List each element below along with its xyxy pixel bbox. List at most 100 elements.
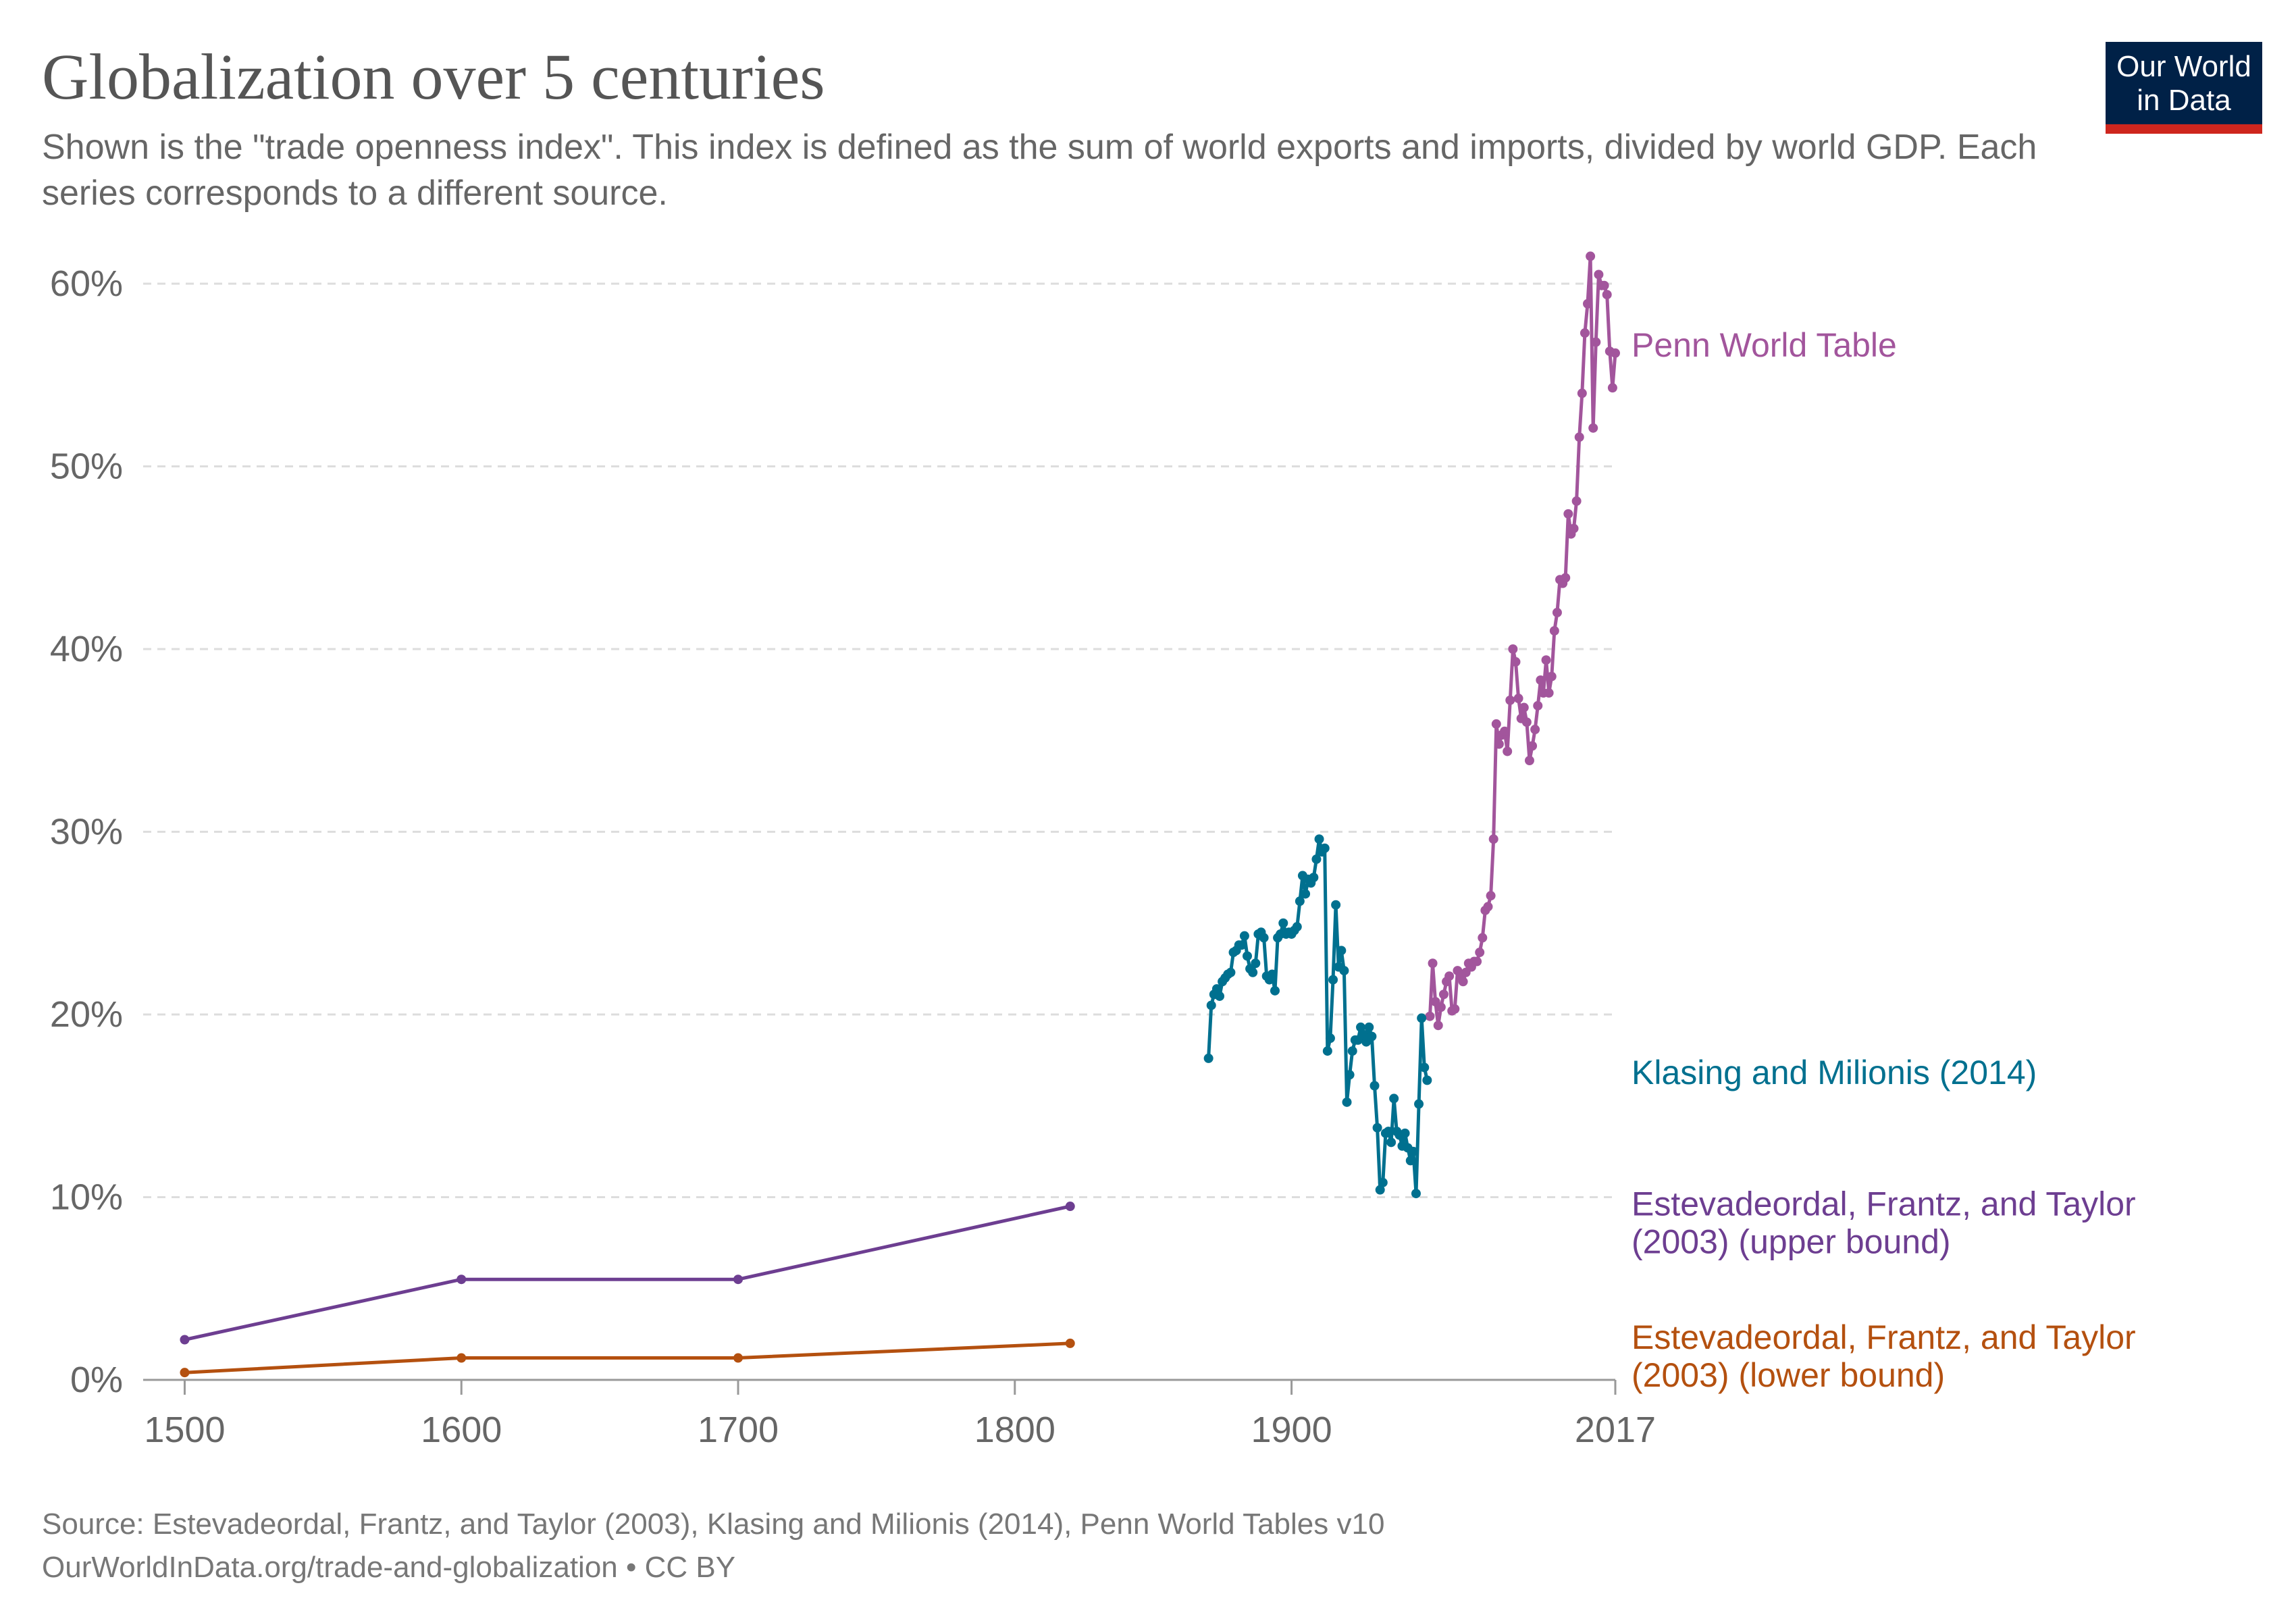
data-point <box>1345 1070 1355 1080</box>
data-point <box>1215 991 1225 1001</box>
logo-accent-bar <box>2106 124 2262 134</box>
data-point <box>1378 1177 1388 1187</box>
data-point <box>1533 700 1543 711</box>
data-point <box>1356 1022 1366 1032</box>
data-point <box>180 1368 190 1378</box>
data-point <box>1500 726 1510 736</box>
x-tick-label: 1500 <box>144 1410 225 1450</box>
data-point <box>1301 889 1311 899</box>
series-label-line: Penn World Table <box>1632 326 1897 364</box>
data-point <box>1336 946 1347 956</box>
data-point <box>1561 573 1571 583</box>
data-point <box>1544 688 1554 698</box>
data-point <box>1588 423 1598 433</box>
y-tick-label: 20% <box>50 994 123 1035</box>
data-point <box>1414 1099 1424 1109</box>
data-point <box>1267 969 1277 979</box>
data-point <box>1400 1128 1410 1138</box>
chart-title: Globalization over 5 centuries <box>42 41 825 113</box>
series-label-line: Klasing and Milionis (2014) <box>1632 1054 2037 1091</box>
y-tick-label: 0% <box>70 1360 123 1400</box>
data-point <box>1574 432 1584 442</box>
data-point <box>1521 717 1532 727</box>
x-tick-label: 1800 <box>974 1410 1055 1450</box>
data-point <box>1408 1146 1418 1156</box>
data-point <box>1428 958 1438 969</box>
logo-text-line1: Our World <box>2116 50 2251 83</box>
series-label-line: (2003) (upper bound) <box>1632 1223 1951 1261</box>
data-point <box>1206 1000 1216 1010</box>
data-point <box>1311 854 1322 865</box>
data-point <box>1251 958 1261 969</box>
data-point <box>1375 1185 1385 1195</box>
data-point <box>1528 741 1538 751</box>
series-label: Estevadeordal, Frantz, and Taylor (2003) … <box>1632 1185 2136 1261</box>
data-point <box>1243 951 1252 961</box>
data-point <box>1226 967 1236 977</box>
data-point <box>1491 719 1501 729</box>
data-point <box>1594 269 1604 280</box>
data-point <box>1325 1033 1335 1044</box>
footer-link[interactable]: OurWorldInData.org/trade-and-globalizati… <box>42 1551 736 1584</box>
data-point <box>733 1275 743 1285</box>
series-label-line: Estevadeordal, Frantz, and Taylor <box>1632 1318 2136 1356</box>
data-point <box>1278 918 1288 928</box>
data-point <box>1508 644 1518 654</box>
data-point <box>1607 383 1617 393</box>
series-label-line: (2003) (lower bound) <box>1632 1356 1945 1394</box>
data-point <box>456 1275 467 1285</box>
source-note: Source: Estevadeordal, Frantz, and Taylo… <box>42 1508 1385 1541</box>
data-point <box>1552 607 1562 617</box>
data-point <box>1571 496 1582 506</box>
data-point <box>1383 1127 1393 1137</box>
data-point <box>180 1335 190 1345</box>
data-point <box>1472 956 1482 967</box>
data-point <box>1591 337 1601 347</box>
data-point <box>1425 1011 1435 1021</box>
data-point <box>1580 328 1590 338</box>
data-point <box>1549 625 1559 636</box>
data-point <box>1065 1338 1075 1348</box>
data-point <box>1248 967 1258 977</box>
data-point <box>1065 1202 1075 1212</box>
y-tick-label: 30% <box>50 812 123 852</box>
data-point <box>1438 989 1449 1000</box>
logo-text-line2: in Data <box>2137 84 2231 117</box>
data-point <box>1546 671 1557 681</box>
data-point <box>1433 1021 1443 1031</box>
data-point <box>1364 1022 1374 1032</box>
data-point <box>1322 1046 1332 1056</box>
data-point <box>1328 975 1338 985</box>
data-point <box>1583 299 1593 309</box>
data-point <box>1422 1075 1432 1085</box>
owid-logo[interactable]: Our World in Data <box>2106 42 2262 134</box>
data-point <box>1386 1137 1397 1148</box>
data-point <box>1444 971 1455 981</box>
y-tick-label: 60% <box>50 263 123 304</box>
data-point <box>1405 1156 1415 1166</box>
data-point <box>1524 756 1534 766</box>
data-point <box>1239 931 1249 941</box>
data-point <box>1475 948 1485 958</box>
y-tick-label: 10% <box>50 1177 123 1218</box>
data-point <box>1314 834 1324 844</box>
data-point <box>1417 1013 1427 1023</box>
data-point <box>1611 348 1620 358</box>
data-point <box>1331 900 1341 910</box>
data-point <box>1536 675 1546 685</box>
data-point <box>1211 984 1222 994</box>
data-point <box>1599 280 1609 290</box>
data-point <box>1292 922 1302 932</box>
series-label-line: Estevadeordal, Frantz, and Taylor <box>1632 1185 2136 1223</box>
data-point <box>1259 933 1269 943</box>
data-point <box>1369 1081 1380 1091</box>
data-point <box>1295 896 1305 906</box>
data-point <box>1541 655 1551 665</box>
data-point <box>1367 1031 1377 1041</box>
series-line <box>1428 254 1617 1027</box>
data-point <box>1494 739 1504 749</box>
x-tick-label: 2017 <box>1575 1410 1656 1450</box>
data-point <box>1436 1002 1446 1012</box>
data-point <box>1270 985 1280 996</box>
